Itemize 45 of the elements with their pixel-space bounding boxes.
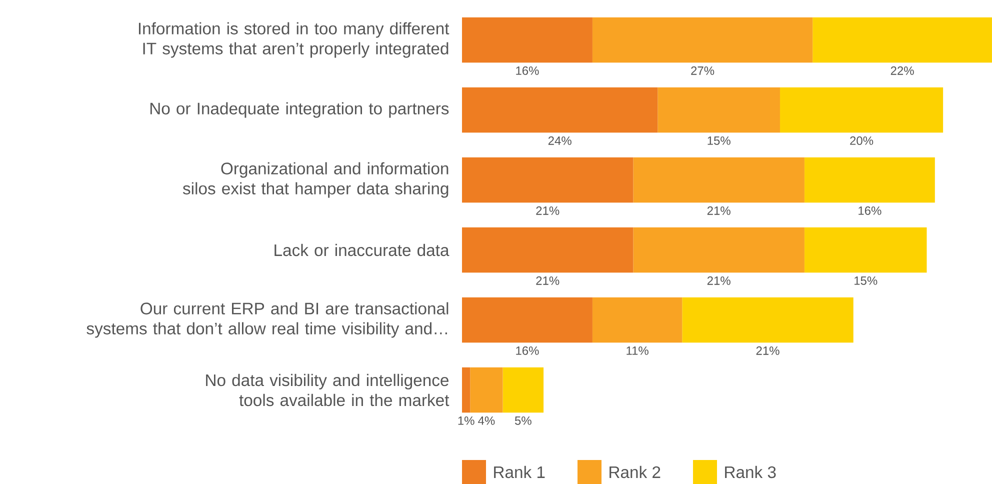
data-label: 20%	[850, 136, 874, 145]
data-label: 15%	[708, 136, 730, 145]
bar	[462, 87, 658, 133]
bar	[502, 367, 544, 413]
bar	[462, 227, 634, 273]
y-tick-label: Lack or inaccurate data	[274, 244, 450, 256]
bar	[462, 297, 592, 343]
bar	[633, 227, 804, 273]
data-label: 11%	[626, 346, 648, 355]
data-label: 21%	[536, 206, 560, 215]
bar	[592, 17, 813, 63]
y-tick-label: No or Inadequate integration to partners	[150, 102, 449, 118]
data-label: 4%	[478, 416, 495, 425]
data-label: 24%	[548, 136, 572, 145]
y-tick-label: Our current ERP and BI are transactional systems that don’t allow real time visibility and…	[86, 302, 448, 338]
data-label: 16%	[516, 66, 539, 75]
bar	[658, 87, 780, 133]
bar	[462, 367, 470, 413]
legend-label: Rank 2	[610, 466, 660, 478]
data-label: 27%	[691, 66, 714, 75]
data-label: 16%	[516, 346, 539, 355]
bar	[470, 367, 503, 413]
y-tick-label: Organizational and information silos exist that hamper data sharing	[182, 162, 448, 198]
bar	[812, 17, 992, 63]
data-label: 21%	[756, 346, 780, 355]
data-label: 21%	[536, 276, 560, 285]
data-label: 21%	[707, 206, 730, 215]
data-label: 16%	[858, 206, 882, 215]
legend-label: Rank 3	[725, 466, 776, 478]
data-label: 21%	[707, 276, 730, 285]
bar	[804, 157, 935, 203]
y-tick-label: No data visibility and intelligence tools available in the market	[206, 374, 450, 406]
bar	[592, 297, 682, 343]
bar	[780, 87, 944, 133]
data-label: 15%	[854, 276, 878, 285]
data-label: 22%	[890, 66, 914, 75]
bar	[682, 297, 854, 343]
bar	[633, 157, 804, 203]
y-tick-label: Information is stored in too many different IT systems that aren’t properly integrated	[138, 22, 450, 58]
bar	[462, 17, 592, 63]
bar	[804, 227, 927, 273]
bar	[462, 157, 634, 203]
data-label: 1%	[458, 416, 474, 425]
legend-label: Rank 1	[494, 466, 545, 478]
data-label: 5%	[514, 416, 532, 425]
